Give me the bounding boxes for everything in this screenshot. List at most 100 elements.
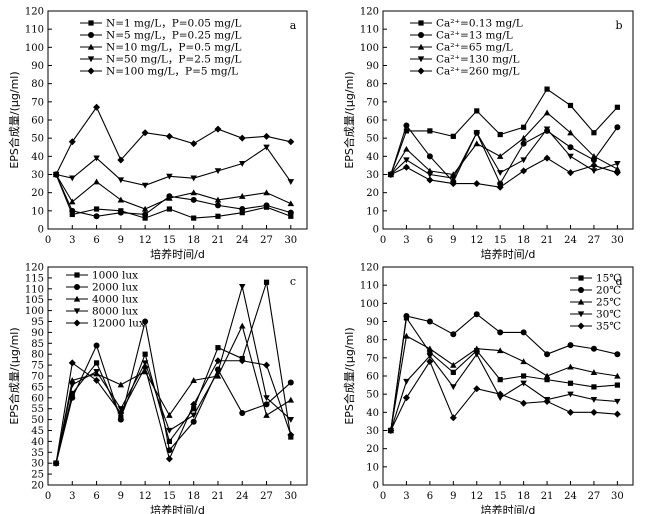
x-tick-label: 21	[212, 235, 225, 246]
y-tick-label: 45	[31, 426, 44, 437]
data-point	[263, 279, 270, 285]
data-point	[520, 380, 527, 387]
legend-entry: 15℃	[596, 273, 621, 285]
legend-entry: Ca²⁺=65 mg/L	[436, 42, 513, 54]
y-tick-label: 20	[31, 188, 44, 199]
legend-marker	[578, 287, 584, 293]
data-point	[165, 132, 173, 140]
data-point	[117, 177, 125, 184]
panel-label: d	[615, 275, 622, 288]
y-tick-label: 60	[366, 372, 379, 383]
panel-label: c	[290, 275, 296, 288]
data-point	[543, 397, 551, 405]
x-tick-label: 3	[69, 491, 75, 502]
data-point	[473, 130, 480, 136]
data-point	[263, 395, 270, 402]
y-tick-label: 50	[31, 415, 44, 426]
data-point	[520, 399, 528, 407]
data-point	[544, 377, 550, 383]
data-point	[496, 170, 504, 176]
data-point	[614, 382, 620, 388]
data-point	[566, 408, 575, 416]
data-point	[614, 398, 621, 405]
data-point	[263, 401, 270, 408]
y-tick-label: 75	[31, 361, 44, 372]
y-tick-label: 90	[366, 317, 379, 328]
series-line	[390, 88, 618, 175]
legend-entry: 8000 lux	[92, 306, 138, 318]
y-tick-label: 30	[31, 170, 44, 181]
data-point	[142, 211, 149, 218]
y-tick-label: 40	[31, 152, 44, 163]
legend: 15℃20℃25℃30℃35℃	[570, 273, 621, 333]
data-point	[117, 416, 124, 423]
x-tick-label: 12	[470, 235, 483, 246]
y-tick-label: 85	[31, 339, 44, 350]
x-tick-label: 21	[541, 491, 554, 502]
y-tick-label: 10	[366, 462, 379, 473]
y-tick-label: 30	[366, 170, 379, 181]
data-point	[473, 385, 481, 393]
series-3	[387, 109, 621, 178]
data-point	[166, 194, 173, 201]
data-point	[387, 170, 395, 179]
series-line	[390, 313, 618, 431]
series-4	[52, 144, 295, 189]
data-point	[166, 438, 173, 444]
y-tick-label: 60	[31, 116, 44, 127]
legend-marker	[73, 295, 81, 302]
data-point	[93, 213, 100, 220]
data-point	[215, 345, 221, 351]
legend-marker	[87, 43, 95, 50]
data-point	[190, 412, 197, 419]
data-point	[473, 345, 480, 352]
x-tick-label: 6	[93, 235, 99, 246]
y-tick-label: 70	[366, 353, 379, 364]
y-tick-label: 10	[31, 206, 44, 217]
data-point	[403, 332, 410, 339]
data-point	[497, 329, 504, 336]
data-point	[93, 178, 100, 185]
data-point	[543, 372, 551, 379]
legend-marker	[417, 43, 425, 50]
data-point	[214, 125, 222, 133]
data-point	[566, 169, 575, 177]
y-tick-label: 80	[31, 79, 44, 90]
y-tick-label: 20	[31, 481, 44, 492]
y-tick-label: 30	[366, 426, 379, 437]
data-point	[287, 200, 295, 207]
series-3	[52, 322, 295, 466]
data-point	[141, 129, 149, 137]
y-tick-label: 110	[360, 25, 379, 36]
data-point	[190, 189, 197, 196]
data-point	[93, 369, 100, 375]
data-point	[590, 168, 598, 175]
y-tick-label: 40	[366, 408, 379, 419]
data-point	[520, 157, 527, 164]
chart-panel-a: 0 10 20 30 40 50 60 70 80 90 100 110 120 0 3 6 9 12 15 18 21…	[7, 7, 308, 261]
y-tick-label: 105	[25, 295, 44, 306]
y-tick-label: 110	[25, 25, 44, 36]
data-point	[567, 342, 574, 349]
x-tick-label: 30	[284, 235, 297, 246]
series-line	[390, 157, 618, 188]
data-point	[496, 183, 504, 191]
series-3	[387, 332, 621, 434]
x-tick-label: 3	[403, 235, 409, 246]
legend-marker	[577, 322, 585, 330]
data-point	[93, 376, 101, 384]
data-point	[473, 311, 480, 318]
data-point	[426, 176, 434, 184]
data-point	[52, 459, 60, 467]
y-tick-label: 10	[366, 206, 379, 217]
data-point	[496, 390, 504, 398]
data-point	[287, 396, 295, 403]
data-point	[426, 153, 433, 160]
data-point	[426, 353, 434, 360]
data-point	[450, 361, 457, 368]
data-point	[450, 384, 457, 391]
y-tick-label: 90	[31, 328, 44, 339]
data-point	[287, 179, 295, 186]
data-point	[544, 351, 551, 358]
